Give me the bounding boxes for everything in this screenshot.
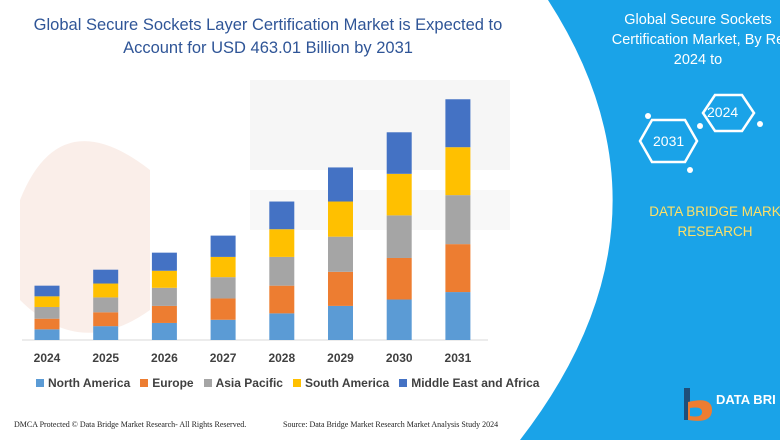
chart-legend: North America Europe Asia Pacific South Ame… bbox=[36, 376, 539, 390]
bar-segment bbox=[328, 201, 353, 237]
legend-item: Asia Pacific bbox=[203, 376, 283, 390]
bar-segment bbox=[151, 287, 177, 306]
legend-label: Middle East and Africa bbox=[411, 376, 540, 390]
x-tick-label: 2031 bbox=[445, 351, 472, 365]
hexagon-2024-label: 2024 bbox=[707, 104, 739, 120]
legend-swatch bbox=[203, 379, 212, 387]
bar-segment bbox=[34, 329, 60, 340]
brand-name: DATA BRIDGE MARK RESEARCH bbox=[649, 204, 780, 239]
legend-swatch bbox=[399, 379, 408, 387]
legend-label: South America bbox=[304, 376, 390, 390]
footer-copyright: DMCA Protected © Data Bridge Market Rese… bbox=[14, 420, 247, 429]
legend-item: Europe bbox=[140, 376, 194, 390]
hexagon-2031-label: 2031 bbox=[653, 133, 685, 149]
legend-label: Asia Pacific bbox=[215, 376, 283, 390]
bar-segment bbox=[328, 271, 353, 306]
bar-segment bbox=[34, 318, 60, 330]
bar-segment bbox=[386, 132, 412, 174]
bar-segment bbox=[328, 167, 353, 202]
bar-segment bbox=[328, 305, 353, 340]
bar-segment bbox=[269, 229, 295, 257]
x-tick-label: 2030 bbox=[386, 351, 413, 365]
bar-segment bbox=[210, 277, 236, 299]
legend-item: South America bbox=[292, 376, 390, 390]
x-tick-label: 2028 bbox=[268, 351, 295, 365]
data-bridge-logo-icon bbox=[684, 388, 712, 421]
bar-segment bbox=[269, 201, 295, 230]
bar-segment bbox=[386, 215, 412, 258]
legend-swatch bbox=[36, 379, 44, 387]
bar-segment bbox=[445, 147, 471, 196]
legend-item: North America bbox=[36, 376, 130, 390]
bar-segment bbox=[269, 313, 295, 340]
bar-segment bbox=[151, 252, 177, 271]
bar-segment bbox=[34, 285, 60, 297]
bar-segment bbox=[386, 299, 412, 340]
x-tick-label: 2025 bbox=[92, 351, 119, 365]
legend-item: Middle East and Africa bbox=[399, 376, 539, 390]
x-tick-label: 2026 bbox=[151, 351, 178, 365]
bar-segment bbox=[34, 296, 60, 307]
bar-segment bbox=[34, 306, 60, 319]
bar-segment bbox=[386, 257, 412, 300]
legend-swatch bbox=[140, 379, 149, 387]
legend-label: Europe bbox=[152, 376, 194, 390]
legend-swatch bbox=[292, 379, 301, 387]
bar-segment bbox=[210, 319, 236, 340]
side-panel-title: Global Secure Sockets Certification Mark… bbox=[611, 12, 780, 68]
bar-segment bbox=[151, 305, 177, 323]
bar-segment bbox=[93, 312, 119, 327]
bar-segment bbox=[445, 195, 471, 245]
bar-segment bbox=[210, 235, 236, 257]
bar-segment bbox=[386, 173, 412, 216]
bar-segment bbox=[328, 236, 353, 272]
bar-segment bbox=[210, 256, 236, 278]
bar-segment bbox=[269, 285, 295, 314]
footer-source: Source: Data Bridge Market Research Mark… bbox=[283, 420, 499, 429]
logo-text: DATA BRI bbox=[716, 392, 776, 407]
bar-segment bbox=[93, 283, 119, 298]
bar-segment bbox=[445, 244, 471, 293]
legend-label: North America bbox=[48, 376, 131, 390]
bar-segment bbox=[93, 269, 119, 284]
bar-segment bbox=[151, 270, 177, 288]
bar-segment bbox=[269, 256, 295, 286]
stacked-bar-chart: 2024 2025 2026 2027 2028 2029 2030 2031 bbox=[22, 99, 488, 365]
bar-segment bbox=[93, 326, 119, 340]
bar-segment bbox=[445, 99, 471, 148]
bar-segment bbox=[445, 292, 471, 340]
x-tick-label: 2029 bbox=[327, 351, 354, 365]
bar-segment bbox=[210, 298, 236, 320]
bar-segment bbox=[151, 322, 177, 340]
chart-title: Global Secure Sockets Layer Certificatio… bbox=[33, 16, 503, 57]
x-tick-label: 2027 bbox=[210, 351, 237, 365]
bar-segment bbox=[93, 297, 119, 313]
x-tick-label: 2024 bbox=[34, 351, 61, 365]
